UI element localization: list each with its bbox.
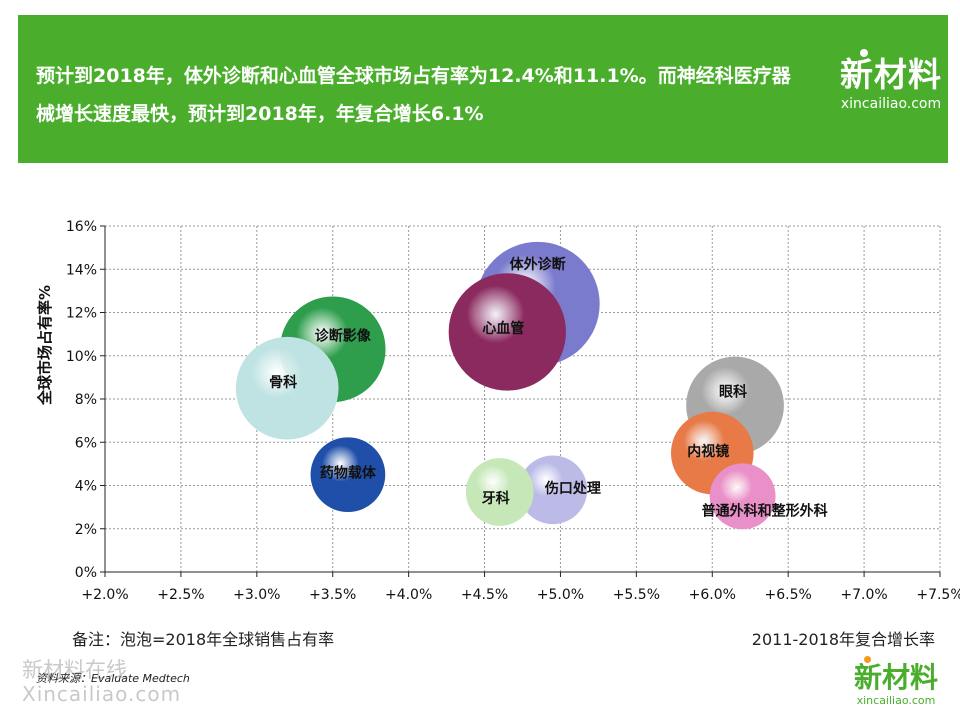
- page-title: 预计到2018年，体外诊断和心血管全球市场占有率为12.4%和11.1%。而神经…: [36, 65, 791, 125]
- bubble-label: 内视镜: [687, 443, 729, 460]
- watermark: 新材料在线 Xincailiao.com: [22, 658, 181, 706]
- y-tick-label: 2%: [75, 522, 97, 538]
- bubble-2: [448, 273, 566, 391]
- x-tick-label: +7.0%: [840, 587, 887, 603]
- y-tick-label: 10%: [66, 349, 97, 365]
- x-tick-label: +5.0%: [537, 587, 584, 603]
- y-tick-label: 4%: [75, 479, 97, 495]
- y-tick-label: 16%: [66, 219, 97, 235]
- source-note: 资料来源：Evaluate Medtech: [36, 672, 190, 685]
- y-tick-label: 6%: [75, 435, 97, 451]
- bubble-8: [465, 458, 534, 526]
- bubble-label: 普通外科和整形外科: [702, 502, 828, 519]
- y-tick-label: 0%: [75, 565, 97, 581]
- y-tick-label: 8%: [75, 392, 97, 408]
- logo-dot-icon: [860, 49, 868, 57]
- x-tick-label: +2.0%: [81, 587, 128, 603]
- logo-text: 新材料: [840, 55, 942, 94]
- x-tick-label: +5.5%: [613, 587, 660, 603]
- x-tick-label: +6.5%: [765, 587, 812, 603]
- bubble-label: 药物载体: [320, 465, 377, 482]
- x-tick-label: +3.5%: [309, 587, 356, 603]
- bubble-label: 骨科: [269, 374, 297, 391]
- bubble-6: [310, 437, 386, 513]
- logo-url: xincailiao.com: [840, 96, 942, 112]
- bubble-label: 心血管: [482, 320, 524, 337]
- x-tick-label: +3.0%: [233, 587, 280, 603]
- x-tick-label: +7.5%: [916, 587, 960, 603]
- header-banner: 预计到2018年，体外诊断和心血管全球市场占有率为12.4%和11.1%。而神经…: [18, 15, 948, 163]
- x-tick-label: +6.0%: [689, 587, 736, 603]
- bubble-7: [518, 455, 588, 525]
- logo-bottom-url: xincailiao.com: [856, 694, 936, 707]
- watermark-en: Xincailiao.com: [22, 682, 182, 706]
- axes: 0% 2% 4% 6% 8% 10% 12% 14% 16% +2.0% +2.5% +3.0% +3.…: [66, 219, 960, 603]
- bubble-label: 诊断影像: [315, 327, 372, 344]
- bubbles: [235, 241, 784, 530]
- x-tick-label: +2.5%: [157, 587, 204, 603]
- y-tick-label: 12%: [66, 306, 97, 322]
- bubble-label: 体外诊断: [510, 256, 566, 273]
- x-tick-label: +4.5%: [461, 587, 508, 603]
- watermark-zh: 新材料在线: [22, 658, 127, 682]
- logo-bottom-text: 新材料: [853, 661, 938, 694]
- logo-bottom: 新材料 xincailiao.com: [836, 656, 956, 708]
- bubble-label: 眼科: [719, 383, 747, 400]
- bubble-note: 备注：泡泡=2018年全球销售占有率: [72, 630, 335, 649]
- y-axis-title: 全球市场占有率%: [36, 285, 54, 406]
- x-axis-title: 2011-2018年复合增长率: [751, 630, 935, 649]
- x-tick-label: +4.0%: [385, 587, 432, 603]
- bubble-9: [709, 463, 776, 530]
- y-tick-label: 14%: [66, 262, 97, 278]
- logo: 新材料 xincailiao.com: [826, 49, 956, 135]
- logo-bottom-dot-icon: [864, 656, 871, 663]
- bubble-label: 伤口处理: [544, 480, 601, 497]
- bubble-3: [235, 336, 339, 440]
- bubble-label: 牙科: [482, 490, 510, 507]
